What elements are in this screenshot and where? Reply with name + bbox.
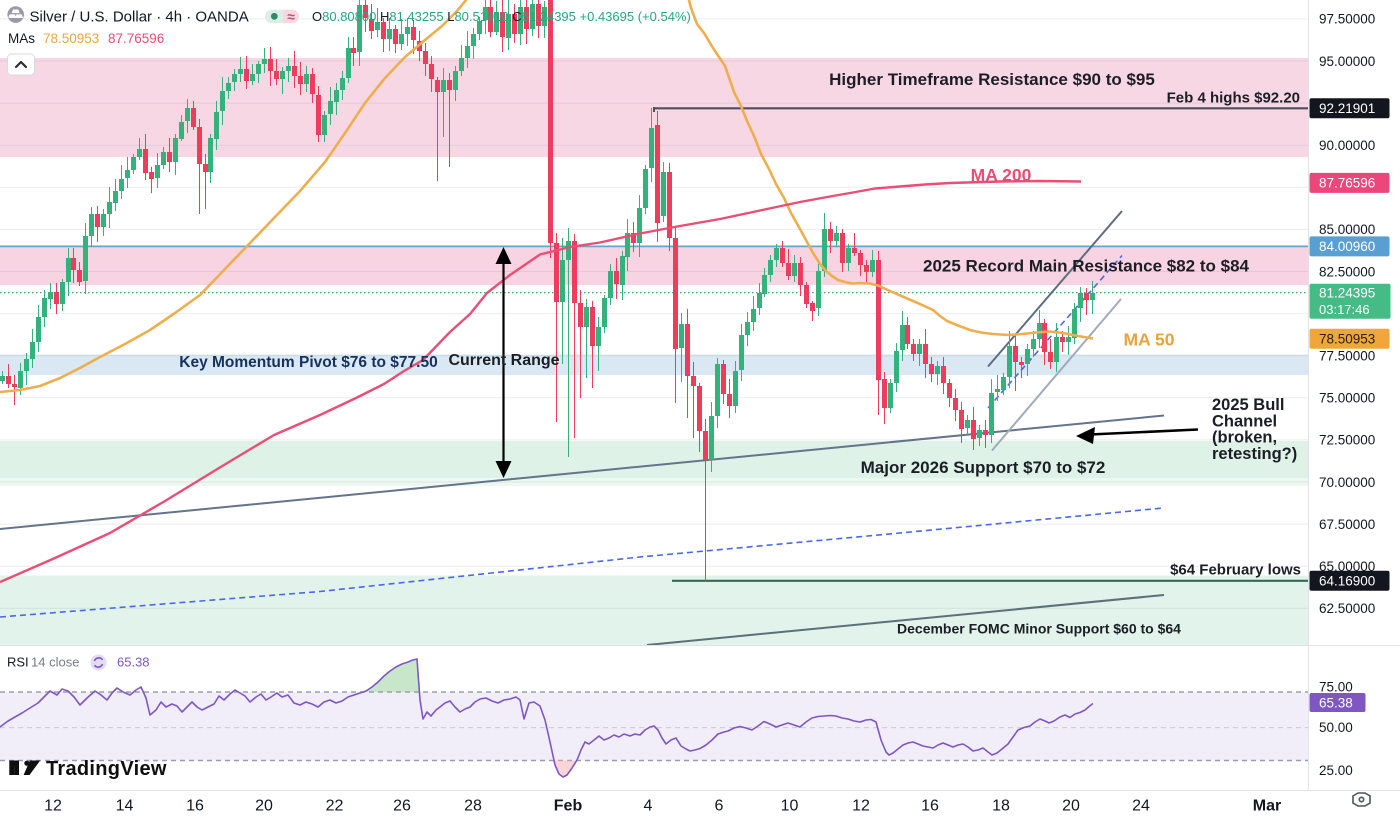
svg-text:64.16900: 64.16900: [1319, 574, 1375, 589]
svg-text:81.24395: 81.24395: [1319, 285, 1375, 300]
svg-text:20: 20: [255, 798, 273, 815]
svg-text:20: 20: [1062, 798, 1080, 815]
svg-text:26: 26: [393, 798, 411, 815]
svg-text:Major 2026 Support $70 to $72: Major 2026 Support $70 to $72: [861, 458, 1106, 477]
svg-text:14: 14: [116, 798, 134, 815]
svg-text:10: 10: [781, 798, 799, 815]
svg-text:MA 200: MA 200: [971, 165, 1032, 185]
svg-text:72.50000: 72.50000: [1319, 433, 1375, 448]
svg-text:Key Momentum Pivot $76 to $77.: Key Momentum Pivot $76 to $77.50: [179, 354, 437, 371]
svg-text:84.00960: 84.00960: [1319, 239, 1375, 254]
svg-text:16: 16: [186, 798, 204, 815]
svg-text:4: 4: [644, 798, 653, 815]
svg-text:78.50953: 78.50953: [1319, 332, 1375, 347]
svg-text:14 close: 14 close: [31, 655, 79, 670]
svg-text:78.50953: 78.50953: [43, 31, 99, 46]
svg-text:65.38: 65.38: [117, 655, 150, 670]
svg-text:62.50000: 62.50000: [1319, 601, 1375, 616]
svg-text:75.00: 75.00: [1319, 679, 1353, 694]
svg-text:RSI: RSI: [7, 655, 29, 670]
svg-text:December FOMC Minor Support $6: December FOMC Minor Support $60 to $64: [897, 621, 1181, 637]
svg-text:16: 16: [921, 798, 939, 815]
svg-text:97.50000: 97.50000: [1319, 12, 1375, 27]
svg-text:TradingView: TradingView: [46, 758, 167, 780]
svg-text:77.50000: 77.50000: [1319, 349, 1375, 364]
svg-text:Channel: Channel: [1212, 412, 1277, 430]
svg-text:92.21901: 92.21901: [1319, 101, 1375, 116]
svg-text:24: 24: [1132, 798, 1150, 815]
svg-text:(broken,: (broken,: [1212, 429, 1277, 447]
svg-text:87.76596: 87.76596: [1319, 176, 1375, 191]
svg-text:O80.80800 H81.43255 L80.51910: O80.80800 H81.43255 L80.51910 C81.24395 …: [312, 9, 691, 24]
svg-text:95.00000: 95.00000: [1319, 54, 1375, 69]
svg-text:Higher Timeframe Resistance $9: Higher Timeframe Resistance $90 to $95: [829, 70, 1155, 89]
svg-text:85.00000: 85.00000: [1319, 222, 1375, 237]
svg-text:Current Range: Current Range: [448, 352, 559, 369]
svg-text:75.00000: 75.00000: [1319, 391, 1375, 406]
svg-text:70.00000: 70.00000: [1319, 475, 1375, 490]
svg-text:90.00000: 90.00000: [1319, 138, 1375, 153]
svg-text:2025 Record Main Resistance $8: 2025 Record Main Resistance $82 to $84: [923, 257, 1250, 276]
svg-text:87.76596: 87.76596: [108, 31, 164, 46]
svg-text:Feb 4 highs $92.20: Feb 4 highs $92.20: [1167, 90, 1300, 107]
svg-text:65.00000: 65.00000: [1319, 559, 1375, 574]
svg-text:65.38: 65.38: [1319, 695, 1353, 710]
svg-text:retesting?): retesting?): [1212, 445, 1297, 463]
svg-text:6: 6: [715, 798, 724, 815]
svg-text:Silver / U.S. Dollar · 4h · OA: Silver / U.S. Dollar · 4h · OANDA: [30, 8, 249, 25]
svg-text:$64 February lows: $64 February lows: [1170, 562, 1301, 579]
svg-text:67.50000: 67.50000: [1319, 517, 1375, 532]
svg-text:82.50000: 82.50000: [1319, 264, 1375, 279]
svg-text:MA 50: MA 50: [1124, 330, 1175, 350]
svg-text:MAs: MAs: [8, 31, 35, 46]
svg-text:03:17:46: 03:17:46: [1319, 302, 1370, 317]
svg-text:Feb: Feb: [554, 798, 583, 815]
svg-text:18: 18: [992, 798, 1010, 815]
svg-text:50.00: 50.00: [1319, 720, 1353, 735]
svg-text:≈: ≈: [287, 8, 295, 24]
svg-text:2025 Bull: 2025 Bull: [1212, 396, 1284, 414]
svg-text:12: 12: [852, 798, 870, 815]
svg-text:12: 12: [44, 798, 62, 815]
svg-text:22: 22: [326, 798, 344, 815]
svg-text:28: 28: [464, 798, 482, 815]
svg-text:25.00: 25.00: [1319, 763, 1353, 778]
svg-text:Mar: Mar: [1253, 798, 1281, 815]
